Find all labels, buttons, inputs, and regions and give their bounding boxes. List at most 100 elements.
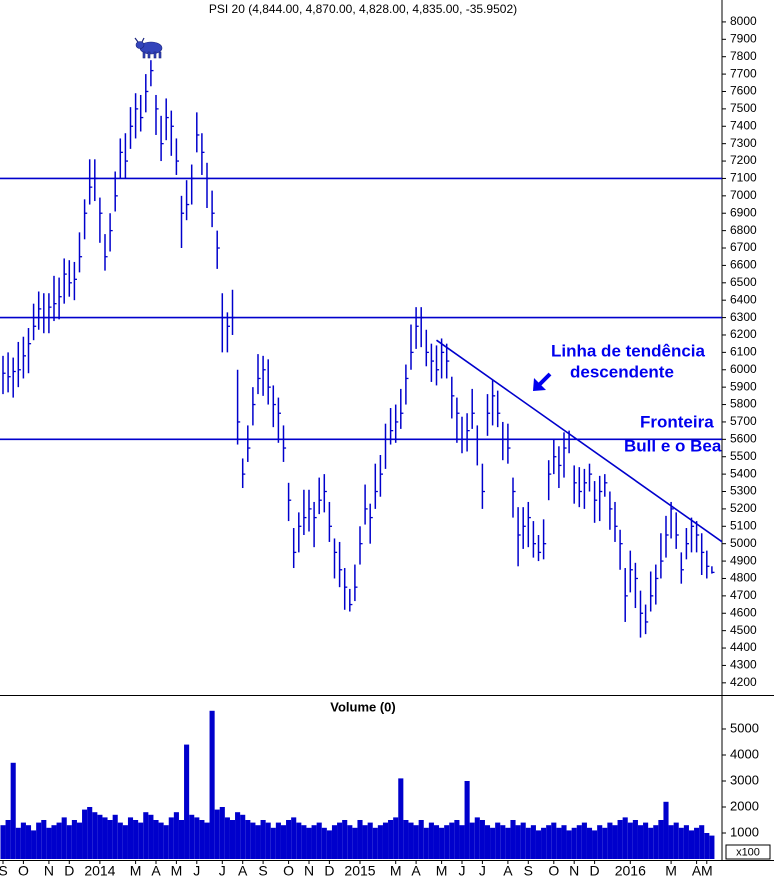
volume-bar bbox=[36, 822, 42, 859]
x-tick-label: D bbox=[590, 863, 600, 879]
volume-bar bbox=[138, 822, 144, 859]
volume-bar bbox=[546, 825, 552, 859]
x-tick-label: A bbox=[238, 863, 248, 879]
volume-bar bbox=[250, 822, 256, 859]
y-tick-label: 6300 bbox=[730, 310, 757, 324]
y-tick-label: 4300 bbox=[730, 658, 757, 672]
volume-bar bbox=[454, 819, 460, 859]
volume-bar bbox=[107, 819, 113, 859]
price-panel bbox=[0, 60, 722, 638]
volume-bar bbox=[393, 817, 399, 859]
volume-bar bbox=[133, 819, 139, 859]
volume-bar bbox=[469, 822, 475, 859]
volume-bar bbox=[653, 825, 659, 859]
volume-bar bbox=[255, 825, 261, 859]
volume-bar bbox=[699, 825, 705, 859]
volume-bar bbox=[694, 827, 700, 859]
volume-bar bbox=[245, 819, 251, 859]
x-tick-label: S bbox=[524, 863, 533, 879]
volume-bar bbox=[112, 814, 118, 859]
x-tick-label: O bbox=[283, 863, 294, 879]
volume-bar bbox=[490, 827, 496, 859]
y-tick-label: 5800 bbox=[730, 397, 757, 411]
volume-bar bbox=[541, 827, 547, 859]
x-tick-label: M bbox=[171, 863, 183, 879]
volume-bar bbox=[433, 825, 440, 859]
volume-bar bbox=[464, 780, 470, 859]
volume-bar bbox=[484, 825, 491, 859]
volume-bar bbox=[82, 809, 88, 859]
volume-bar bbox=[648, 827, 654, 859]
volume-bar bbox=[581, 822, 587, 859]
volume-bar bbox=[326, 830, 332, 859]
trend-line bbox=[436, 339, 722, 543]
x-tick-label: O bbox=[18, 863, 29, 879]
volume-bar bbox=[158, 822, 164, 859]
volume-bar bbox=[632, 819, 638, 859]
volume-bar bbox=[331, 825, 338, 859]
volume-bar bbox=[505, 827, 511, 859]
volume-bar bbox=[668, 825, 674, 859]
volume-bar bbox=[520, 822, 526, 859]
volume-bar bbox=[184, 744, 190, 859]
volume-bar bbox=[362, 825, 368, 859]
volume-bar bbox=[71, 819, 77, 859]
volume-bar bbox=[474, 817, 480, 859]
volume-bar bbox=[673, 822, 679, 859]
volume-bar bbox=[688, 830, 695, 859]
volume-bar bbox=[189, 814, 195, 859]
volume-bar bbox=[275, 822, 281, 859]
volume-bar bbox=[617, 819, 623, 859]
volume-bar bbox=[571, 827, 577, 859]
volume-bar bbox=[663, 801, 669, 859]
x-tick-label: A bbox=[503, 863, 513, 879]
volume-bar bbox=[602, 827, 608, 859]
y-tick-label: 4600 bbox=[730, 605, 757, 619]
y-tick-label: 7500 bbox=[730, 101, 757, 115]
volume-bar bbox=[321, 827, 327, 859]
y-tick-label: 6100 bbox=[730, 345, 757, 359]
arrow-icon bbox=[533, 372, 552, 391]
y-tick-label: 7300 bbox=[730, 136, 757, 150]
volume-bar bbox=[357, 819, 363, 859]
volume-bar bbox=[219, 806, 225, 859]
volume-bar bbox=[377, 825, 383, 859]
volume-bar bbox=[372, 827, 378, 859]
volume-bar bbox=[403, 819, 409, 859]
y-tick-label: 6900 bbox=[730, 205, 757, 219]
volume-bar bbox=[97, 814, 103, 859]
y-tick-label: 5000 bbox=[730, 720, 759, 735]
x-tick-label: D bbox=[64, 863, 74, 879]
x-tick-label: N bbox=[569, 863, 579, 879]
y-tick-label: 7000 bbox=[730, 188, 757, 202]
x-tick-label: S bbox=[0, 863, 8, 879]
volume-bar bbox=[260, 819, 266, 859]
volume-bar bbox=[214, 809, 220, 859]
x-tick-label: M bbox=[436, 863, 448, 879]
volume-bar bbox=[5, 819, 11, 859]
y-tick-label: 1000 bbox=[730, 824, 759, 839]
volume-bar bbox=[530, 825, 536, 859]
volume-bar bbox=[413, 825, 419, 859]
volume-bar bbox=[439, 827, 445, 859]
y-tick-label: 4700 bbox=[730, 588, 757, 602]
volume-bar bbox=[556, 827, 562, 859]
volume-bar bbox=[479, 819, 485, 859]
y-tick-label: 6600 bbox=[730, 258, 757, 272]
y-tick-label: 6200 bbox=[730, 327, 757, 341]
chart-title: PSI 20 (4,844.00, 4,870.00, 4,828.00, 4,… bbox=[209, 2, 517, 16]
volume-bar bbox=[704, 832, 710, 859]
x-tick-label: J bbox=[193, 863, 200, 879]
y-tick-label: 5600 bbox=[730, 432, 757, 446]
volume-bar bbox=[153, 819, 159, 859]
volume-bar bbox=[658, 819, 664, 859]
volume-bar bbox=[337, 822, 343, 859]
volume-bar bbox=[607, 822, 613, 859]
x-tick-label: J bbox=[459, 863, 466, 879]
volume-bar bbox=[178, 819, 185, 859]
volume-bar bbox=[143, 812, 149, 859]
volume-bar bbox=[41, 819, 47, 859]
bull-icon bbox=[134, 37, 163, 59]
volume-bar bbox=[408, 822, 414, 859]
volume-bar bbox=[296, 822, 302, 859]
